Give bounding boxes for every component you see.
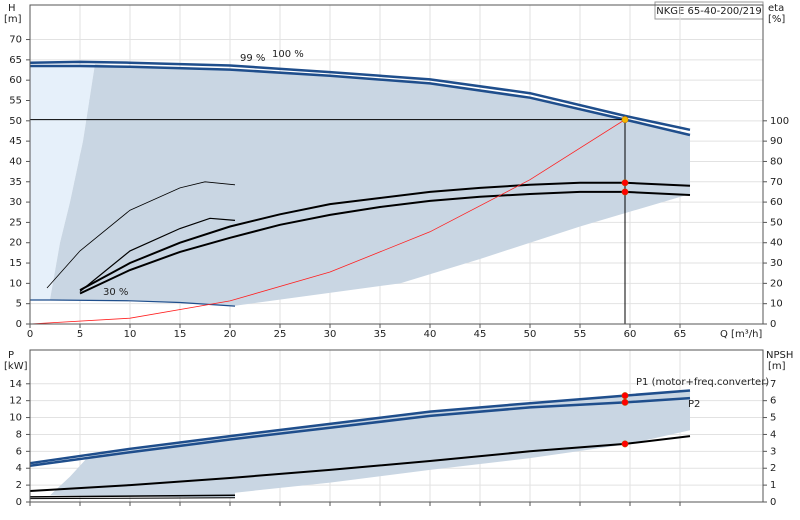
y-tick-label: 10 [9,413,22,424]
curve [29,396,691,467]
y2-tick-label: 4 [770,429,776,440]
y-tick-label: 6 [16,446,22,457]
y-tick-label: 15 [9,258,22,269]
y2-tick-label: 7 [770,379,776,390]
x-tick-label: 10 [124,329,137,340]
y2-tick-label: 100 [770,116,789,127]
y2-tick-label: 6 [770,396,776,407]
y2-axis-label: NPSH [766,350,793,361]
x-tick-label: 45 [474,329,487,340]
y-tick-label: 10 [9,278,22,289]
y2-tick-label: 0 [770,319,776,330]
y-tick-label: 70 [9,35,22,46]
y-tick-label: 25 [9,217,22,228]
x-axis-label: Q [m³/h] [720,329,762,340]
duty-point [621,116,629,124]
y2-tick-label: 20 [770,278,783,289]
y-tick-label: 55 [9,95,22,106]
y2-tick-label: 5 [770,413,776,424]
curve [29,494,236,498]
curve-label: 30 % [103,287,128,298]
curve [29,389,691,465]
plot-frame [29,4,764,325]
x-tick-label: 0 [27,329,33,340]
y-tick-label: 8 [16,429,22,440]
curve-label: P2 [688,399,700,410]
x-tick-label: 50 [524,329,537,340]
y2-tick-label: 50 [770,217,783,228]
y2-tick-label: 90 [770,136,783,147]
operating-range-area [50,63,690,306]
y2-tick-label: 40 [770,238,783,249]
curve [79,181,691,291]
x-tick-label: 55 [574,329,587,340]
x-tick-label: 30 [324,329,337,340]
curve [79,190,691,295]
x-tick-label: 20 [224,329,237,340]
y-tick-label: 20 [9,238,22,249]
y-tick-label: 12 [9,396,22,407]
y-axis-unit: [kW] [4,361,28,372]
duty-point [621,440,629,448]
y-tick-label: 45 [9,136,22,147]
x-tick-label: 25 [274,329,287,340]
y-tick-label: 60 [9,75,22,86]
curve [30,64,691,137]
y-axis-unit: [m] [4,14,22,25]
y-tick-label: 65 [9,55,22,66]
y-axis-label: H [8,3,16,14]
y2-tick-label: 30 [770,258,783,269]
x-tick-label: 65 [674,329,687,340]
x-tick-label: 60 [624,329,637,340]
plot-frame [29,349,764,503]
y2-axis-label: eta [768,3,784,14]
curve [46,181,236,289]
x-tick-label: 5 [77,329,83,340]
operating-range-area [30,63,95,300]
y2-tick-label: 60 [770,197,783,208]
y-tick-label: 50 [9,116,22,127]
curve [30,299,236,307]
y2-tick-label: 10 [770,299,783,310]
y-tick-label: 4 [16,463,22,474]
y2-tick-label: 3 [770,446,776,457]
y2-tick-label: 1 [770,480,776,491]
curve [79,217,236,292]
chart-title: NKGE 65-40-200/219 [656,6,762,17]
y2-axis-unit: [m] [768,361,786,372]
y2-axis-unit: [%] [768,14,785,25]
y2-tick-label: 0 [770,497,776,508]
y2-tick-label: 80 [770,156,783,167]
x-tick-label: 40 [424,329,437,340]
y-tick-label: 30 [9,197,22,208]
y2-tick-label: 70 [770,177,783,188]
curve-label: P1 (motor+freq.converter) [636,377,769,388]
y-tick-label: 0 [16,319,22,330]
curve [29,119,626,325]
y-tick-label: 14 [9,379,22,390]
operating-range-area [50,390,690,498]
curve [29,497,236,500]
curve-label: 99 % [240,53,265,64]
y-tick-label: 2 [16,480,22,491]
duty-point [621,179,629,187]
y-tick-label: 40 [9,156,22,167]
curve [29,60,691,132]
y-tick-label: 5 [16,299,22,310]
duty-point [621,398,629,406]
x-tick-label: 35 [374,329,387,340]
curve-label: 100 % [272,49,304,60]
curve [29,435,691,492]
duty-point [621,392,629,400]
duty-point [621,188,629,196]
y-tick-label: 35 [9,177,22,188]
y2-tick-label: 2 [770,463,776,474]
y-axis-label: P [8,350,14,361]
y-tick-label: 0 [16,497,22,508]
x-tick-label: 15 [174,329,187,340]
